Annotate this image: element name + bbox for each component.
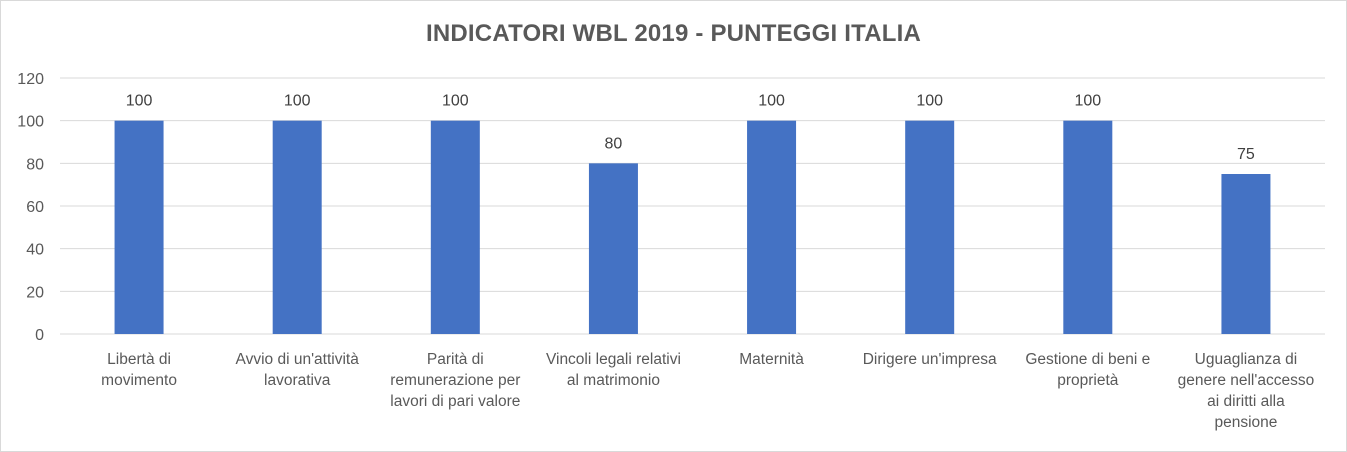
data-label: 80 — [605, 135, 623, 152]
bar — [1063, 120, 1113, 335]
y-tick-label: 20 — [26, 284, 44, 301]
x-tick-label: Gestione di beni e proprietà — [1025, 351, 1150, 389]
bar — [747, 120, 797, 335]
data-label: 100 — [284, 93, 311, 110]
bar — [430, 120, 480, 335]
bar — [905, 120, 955, 335]
x-tick-label: Parità di remunerazione per lavori di pari… — [390, 351, 520, 410]
bar — [1221, 174, 1271, 334]
data-label: 100 — [126, 93, 153, 110]
x-tick-label: Avvio di un'attività lavorativa — [236, 351, 360, 389]
y-tick-label: 100 — [17, 114, 44, 131]
y-tick-label: 40 — [26, 242, 44, 259]
x-tick-label: Maternità — [739, 351, 804, 368]
data-label: 75 — [1237, 146, 1255, 163]
bar — [114, 120, 164, 335]
x-tick-label: Uguaglianza di genere nell'accesso ai diri… — [1178, 351, 1315, 431]
data-label: 100 — [1074, 93, 1101, 110]
x-tick-label: Dirigere un'impresa — [863, 351, 997, 368]
x-tick-label: Vincoli legali relativi al matrimonio — [546, 351, 681, 389]
y-tick-label: 120 — [17, 71, 44, 88]
x-tick-label: Libertà di movimento — [101, 351, 177, 389]
bar — [272, 120, 322, 335]
y-tick-label: 80 — [26, 156, 44, 173]
bar — [588, 163, 638, 334]
y-tick-label: 0 — [35, 327, 44, 344]
data-label: 100 — [758, 93, 785, 110]
chart-title: INDICATORI WBL 2019 - PUNTEGGI ITALIA — [426, 20, 921, 47]
data-label: 100 — [916, 93, 943, 110]
data-label: 100 — [442, 93, 469, 110]
y-tick-label: 60 — [26, 199, 44, 216]
